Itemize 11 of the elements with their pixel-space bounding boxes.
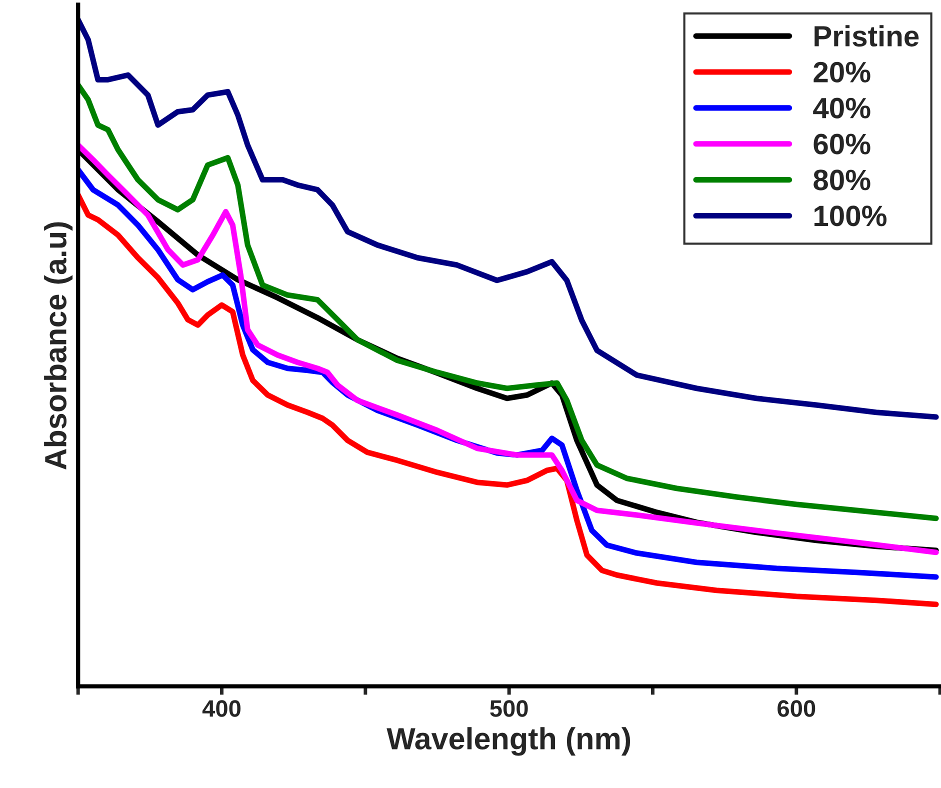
legend-label: 80%: [814, 170, 870, 190]
x-tick-label: 600: [778, 700, 816, 717]
y-axis-title: Absorbance (a.u): [44, 222, 73, 470]
legend-label: Pristine: [814, 25, 919, 47]
legend-label: 40%: [813, 98, 870, 118]
x-axis-title: Wavelength (nm): [386, 727, 630, 756]
legend-label: 100%: [814, 206, 886, 226]
x-tick-label: 400: [202, 700, 240, 717]
x-tick-label: 500: [490, 700, 528, 717]
legend-label: 20%: [814, 62, 870, 83]
legend-label: 60%: [814, 134, 870, 154]
